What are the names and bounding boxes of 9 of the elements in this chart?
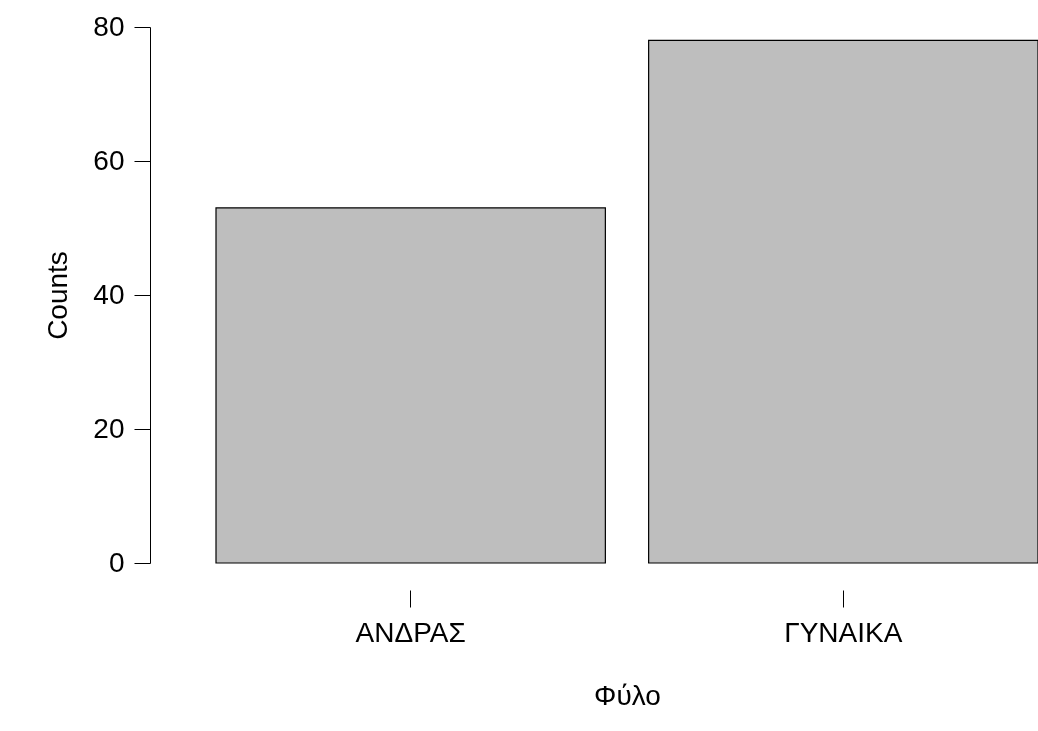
- y-tick-label: 80: [93, 10, 125, 42]
- x-axis-title: Φύλο: [594, 679, 661, 711]
- y-axis-title: Counts: [42, 251, 74, 340]
- x-tick-label: ΓΥΝΑΙΚΑ: [784, 616, 903, 648]
- y-tick-label: 0: [108, 546, 125, 578]
- y-tick-label: 40: [93, 278, 125, 310]
- y-tick-label: 60: [93, 144, 125, 176]
- x-tick-label: ΑΝΔΡΑΣ: [355, 616, 466, 648]
- y-tick-label: 20: [93, 412, 125, 444]
